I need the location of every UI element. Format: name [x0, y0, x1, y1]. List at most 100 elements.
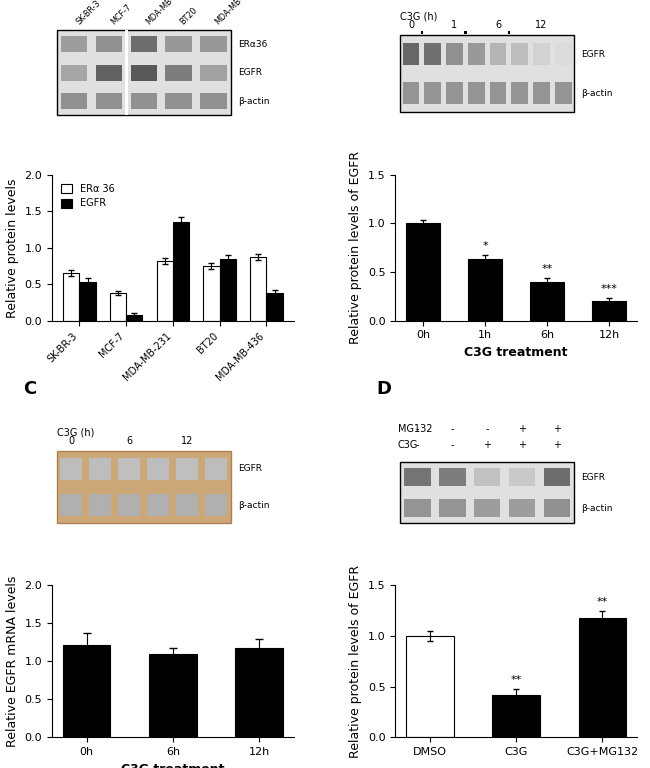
Text: MCF-7: MCF-7: [109, 2, 133, 26]
Bar: [176, 495, 198, 516]
Text: EGFR: EGFR: [238, 68, 262, 77]
Bar: [400, 462, 574, 524]
Text: 1: 1: [452, 20, 458, 30]
Bar: [468, 43, 484, 65]
Bar: [489, 43, 506, 65]
Text: +: +: [518, 440, 526, 450]
Bar: [205, 495, 228, 516]
Bar: [166, 65, 192, 81]
Bar: [131, 93, 157, 109]
Bar: [533, 82, 550, 104]
Text: +: +: [518, 424, 526, 434]
Bar: [543, 468, 570, 485]
Text: 0: 0: [68, 436, 74, 446]
Text: C3G: C3G: [398, 440, 418, 450]
Bar: [406, 636, 454, 737]
Bar: [166, 36, 192, 52]
Bar: [89, 495, 111, 516]
Y-axis label: Relative protein levels of EGFR: Relative protein levels of EGFR: [349, 564, 362, 758]
Bar: [200, 36, 227, 52]
Bar: [474, 468, 500, 485]
Bar: [509, 499, 535, 517]
Bar: [60, 495, 83, 516]
Bar: [89, 458, 111, 480]
Text: +: +: [483, 440, 491, 450]
Text: -: -: [486, 424, 489, 434]
Bar: [403, 82, 419, 104]
Bar: [508, 31, 510, 34]
Bar: [157, 261, 173, 321]
Bar: [533, 43, 550, 65]
Bar: [446, 82, 463, 104]
Text: +: +: [552, 440, 561, 450]
Bar: [439, 468, 465, 485]
Bar: [166, 93, 192, 109]
Bar: [250, 257, 266, 321]
Bar: [266, 293, 283, 321]
Bar: [60, 458, 83, 480]
Bar: [200, 93, 227, 109]
Bar: [403, 43, 419, 65]
Bar: [96, 93, 122, 109]
Bar: [543, 499, 570, 517]
Bar: [555, 82, 571, 104]
Bar: [512, 43, 528, 65]
Bar: [200, 65, 227, 81]
Text: ***: ***: [601, 284, 618, 294]
Bar: [404, 499, 431, 517]
Bar: [555, 43, 571, 65]
Bar: [148, 495, 170, 516]
Text: 0: 0: [408, 20, 414, 30]
Text: -: -: [450, 440, 454, 450]
Y-axis label: Relative EGFR mRNA levels: Relative EGFR mRNA levels: [6, 576, 19, 747]
Bar: [424, 82, 441, 104]
Bar: [57, 451, 231, 524]
Bar: [149, 654, 196, 737]
Bar: [509, 468, 535, 485]
Bar: [530, 282, 564, 321]
Bar: [57, 30, 231, 115]
Text: *: *: [482, 240, 488, 250]
Bar: [110, 293, 126, 321]
Text: C3G (h): C3G (h): [400, 11, 437, 21]
Text: β-actin: β-actin: [238, 501, 270, 510]
Bar: [61, 65, 88, 81]
Bar: [446, 43, 463, 65]
Bar: [173, 222, 189, 321]
Bar: [439, 499, 465, 517]
Text: +: +: [552, 424, 561, 434]
Bar: [578, 617, 626, 737]
Text: β-actin: β-actin: [581, 504, 613, 512]
Bar: [118, 495, 140, 516]
Text: D: D: [376, 380, 391, 399]
Text: BT20: BT20: [179, 5, 200, 26]
Y-axis label: Relative protein levels of EGFR: Relative protein levels of EGFR: [349, 151, 362, 344]
Text: EGFR: EGFR: [581, 472, 605, 482]
Bar: [493, 695, 540, 737]
Text: -: -: [416, 424, 419, 434]
Bar: [592, 301, 626, 321]
Text: SK-BR-3: SK-BR-3: [74, 0, 102, 26]
Bar: [512, 82, 528, 104]
Text: -: -: [450, 424, 454, 434]
Bar: [220, 259, 236, 321]
Text: **: **: [597, 597, 608, 607]
Text: -: -: [416, 440, 419, 450]
Bar: [421, 31, 423, 34]
Y-axis label: Relative protein levels: Relative protein levels: [6, 178, 19, 317]
Text: 6: 6: [495, 20, 501, 30]
Text: **: **: [510, 674, 522, 684]
Bar: [489, 82, 506, 104]
Text: **: **: [541, 264, 552, 274]
Bar: [406, 223, 440, 321]
Text: β-actin: β-actin: [581, 88, 613, 98]
Bar: [96, 65, 122, 81]
Legend: ERα 36, EGFR: ERα 36, EGFR: [57, 180, 119, 213]
Text: C: C: [23, 380, 36, 399]
Bar: [203, 266, 220, 321]
Text: 12: 12: [536, 20, 548, 30]
Text: ERα36: ERα36: [238, 40, 268, 48]
Text: EGFR: EGFR: [581, 50, 605, 58]
Text: EGFR: EGFR: [238, 465, 262, 473]
Bar: [61, 93, 88, 109]
